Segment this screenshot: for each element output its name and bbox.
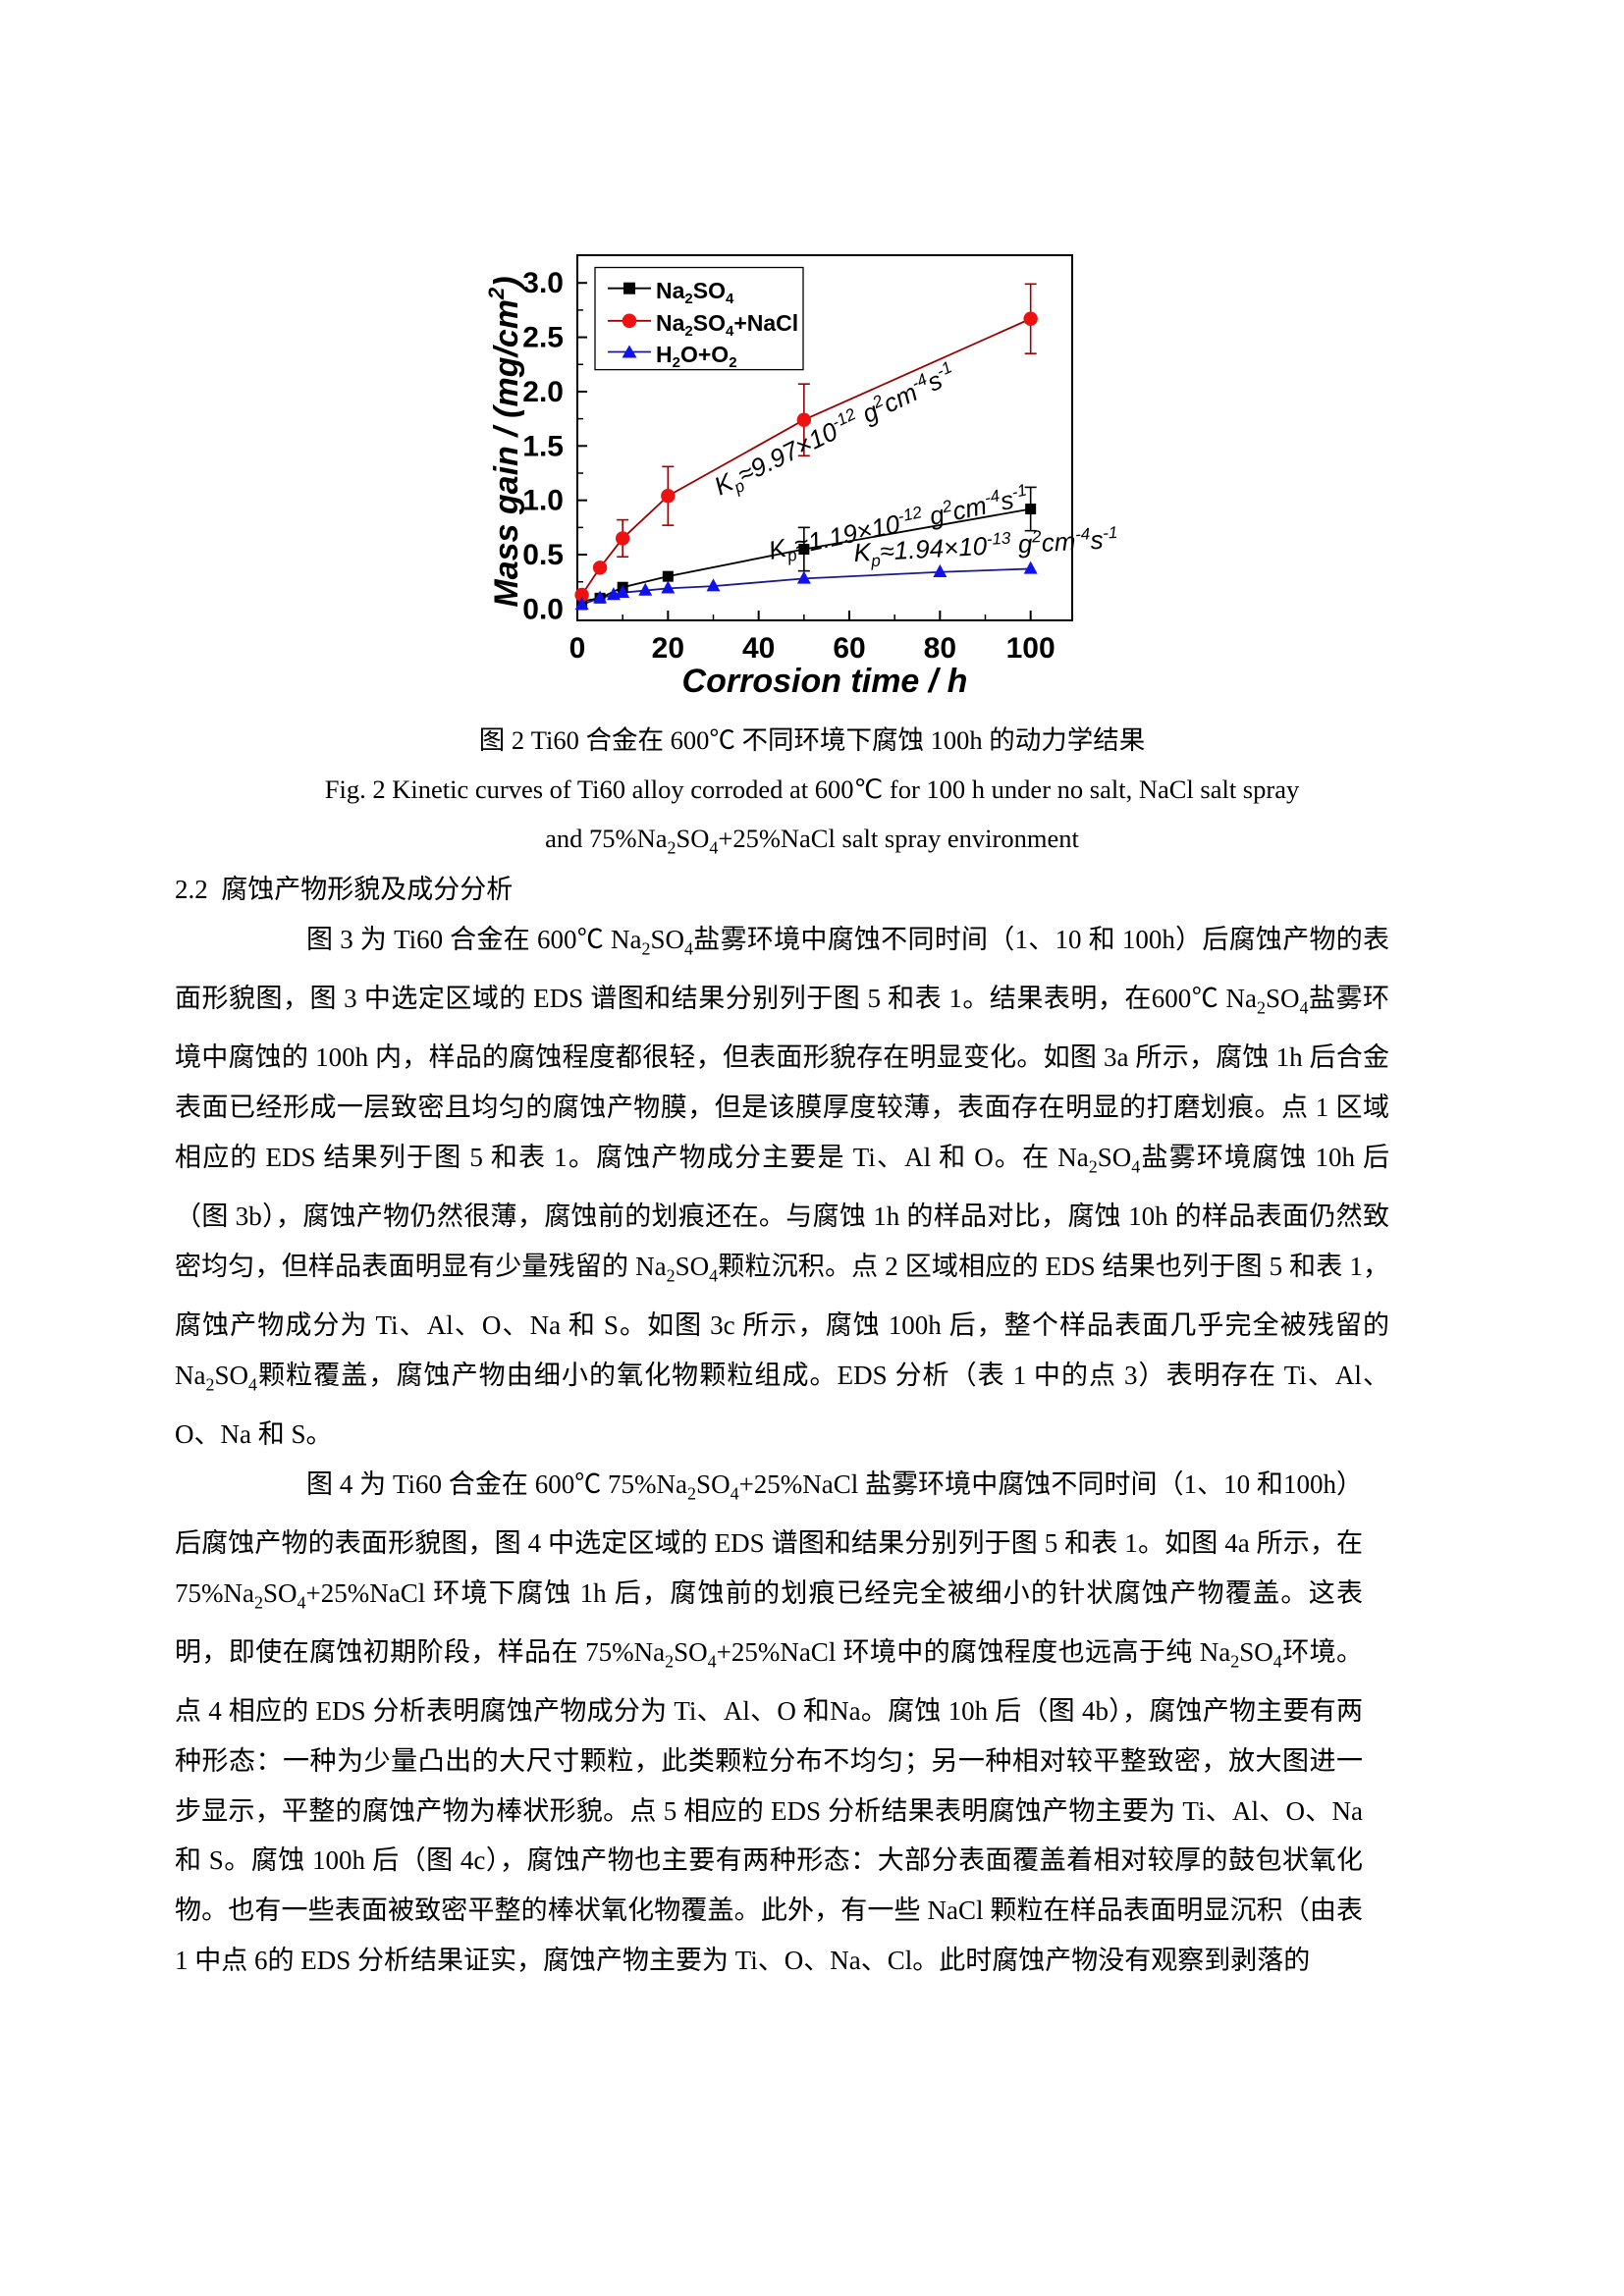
svg-text:2.0: 2.0 xyxy=(522,376,564,408)
svg-text:H2O+O2: H2O+O2 xyxy=(656,342,737,371)
svg-text:Mass gain / (mg/cm2): Mass gain / (mg/cm2) xyxy=(484,276,525,607)
svg-text:3.0: 3.0 xyxy=(522,267,564,299)
svg-text:0.0: 0.0 xyxy=(522,593,564,625)
svg-text:80: 80 xyxy=(924,632,956,665)
svg-text:0.5: 0.5 xyxy=(522,539,564,571)
svg-text:Corrosion time / h: Corrosion time / h xyxy=(682,663,968,700)
svg-text:20: 20 xyxy=(652,632,684,665)
svg-text:1.0: 1.0 xyxy=(522,485,564,517)
svg-text:60: 60 xyxy=(833,632,865,665)
svg-text:100: 100 xyxy=(1006,632,1056,665)
svg-text:Na2SO4: Na2SO4 xyxy=(656,278,734,307)
svg-text:2.5: 2.5 xyxy=(522,322,564,354)
svg-text:0: 0 xyxy=(569,632,586,665)
svg-text:40: 40 xyxy=(742,632,775,665)
svg-text:1.5: 1.5 xyxy=(522,430,564,462)
svg-text:Kp≈9.97×10-12 g2cm-4s-1: Kp≈9.97×10-12 g2cm-4s-1 xyxy=(709,357,962,505)
